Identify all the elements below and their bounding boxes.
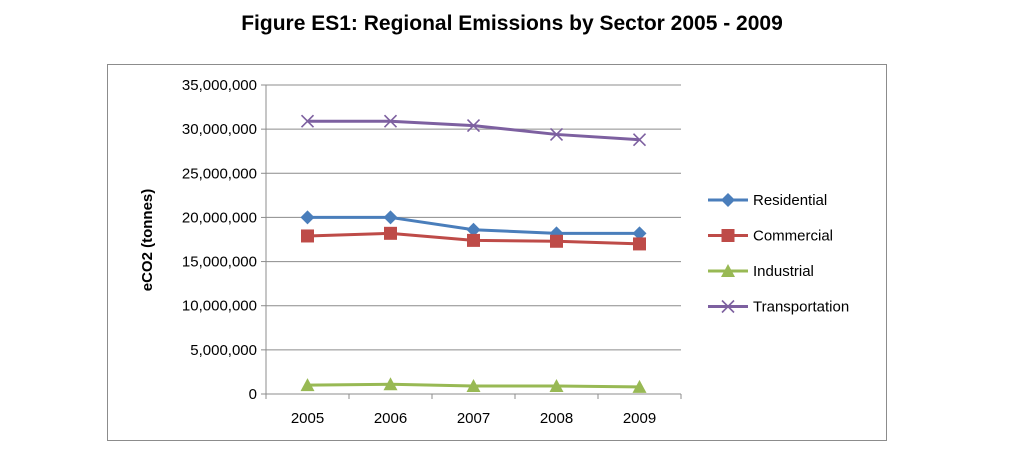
data-point-commercial — [384, 226, 397, 240]
x-marker-stroke — [721, 299, 735, 314]
legend-label-transportation: Transportation — [753, 299, 849, 316]
data-point-commercial — [633, 237, 646, 251]
data-point-transportation — [466, 119, 481, 133]
data-point-industrial — [549, 379, 564, 393]
data-point-transportation — [300, 114, 315, 128]
legend-label-industrial: Industrial — [753, 263, 814, 280]
figure-title: Figure ES1: Regional Emissions by Sector… — [241, 12, 783, 35]
y-tick-label: 30,000,000 — [182, 121, 257, 138]
data-point-commercial — [301, 229, 314, 243]
series-lines — [300, 114, 647, 393]
data-point-transportation — [549, 127, 564, 142]
series-commercial — [301, 226, 646, 251]
data-point-industrial — [632, 379, 647, 393]
y-tick-label: 25,000,000 — [182, 165, 257, 182]
x-tick-labels: 2005 2006 2007 2008 2009 — [291, 410, 656, 427]
data-point-residential — [632, 226, 647, 241]
x-marker-stroke — [466, 119, 481, 133]
x-tick-label: 2005 — [291, 410, 324, 427]
chart-frame — [107, 64, 887, 441]
data-point-commercial — [550, 234, 563, 248]
x-marker-stroke — [383, 114, 398, 128]
data-point-residential — [383, 210, 398, 225]
data-point-industrial — [466, 379, 481, 393]
legend-label-residential: Residential — [753, 192, 827, 209]
legend-marker-commercial — [721, 229, 735, 242]
data-point-commercial — [467, 233, 480, 247]
y-tick-label: 35,000,000 — [182, 77, 257, 94]
series-transportation — [300, 114, 647, 147]
x-marker-stroke — [632, 133, 647, 147]
y-tick-label: 20,000,000 — [182, 209, 257, 226]
x-tick-label: 2009 — [623, 410, 656, 427]
x-marker-stroke — [549, 127, 564, 142]
y-axis-label: eCO2 (tonnes) — [139, 189, 156, 292]
legend-item-commercial: Commercial — [708, 228, 833, 245]
x-tick-label: 2007 — [457, 410, 490, 427]
legend-item-transportation: Transportation — [708, 299, 849, 316]
x-tick-label: 2006 — [374, 410, 407, 427]
data-point-industrial — [383, 377, 398, 391]
y-tick-label: 5,000,000 — [190, 342, 257, 359]
data-point-residential — [300, 210, 315, 225]
legend-item-residential: Residential — [708, 192, 827, 209]
data-point-industrial — [300, 378, 315, 392]
series-line-transportation — [307, 119, 640, 142]
legend-item-industrial: Industrial — [708, 263, 814, 280]
legend-label-commercial: Commercial — [753, 228, 833, 245]
series-industrial — [300, 377, 647, 393]
x-marker-stroke — [300, 114, 315, 128]
data-point-transportation — [383, 114, 398, 128]
legend-marker-industrial — [721, 264, 735, 277]
legend-marker-residential — [721, 193, 735, 207]
y-tick-label: 0 — [249, 386, 257, 403]
y-tick-label: 10,000,000 — [182, 298, 257, 315]
axes — [261, 84, 682, 399]
data-point-residential — [466, 222, 481, 237]
data-point-transportation — [632, 133, 647, 147]
y-tick-labels: 0 5,000,000 10,000,000 15,000,000 20,000,000… — [182, 77, 257, 403]
legend: Residential Commercial Industrial Transport… — [708, 192, 849, 316]
x-tick-label: 2008 — [540, 410, 573, 427]
y-tick-label: 15,000,000 — [182, 254, 257, 271]
legend-marker-transportation — [721, 299, 735, 314]
gridlines — [266, 84, 681, 351]
